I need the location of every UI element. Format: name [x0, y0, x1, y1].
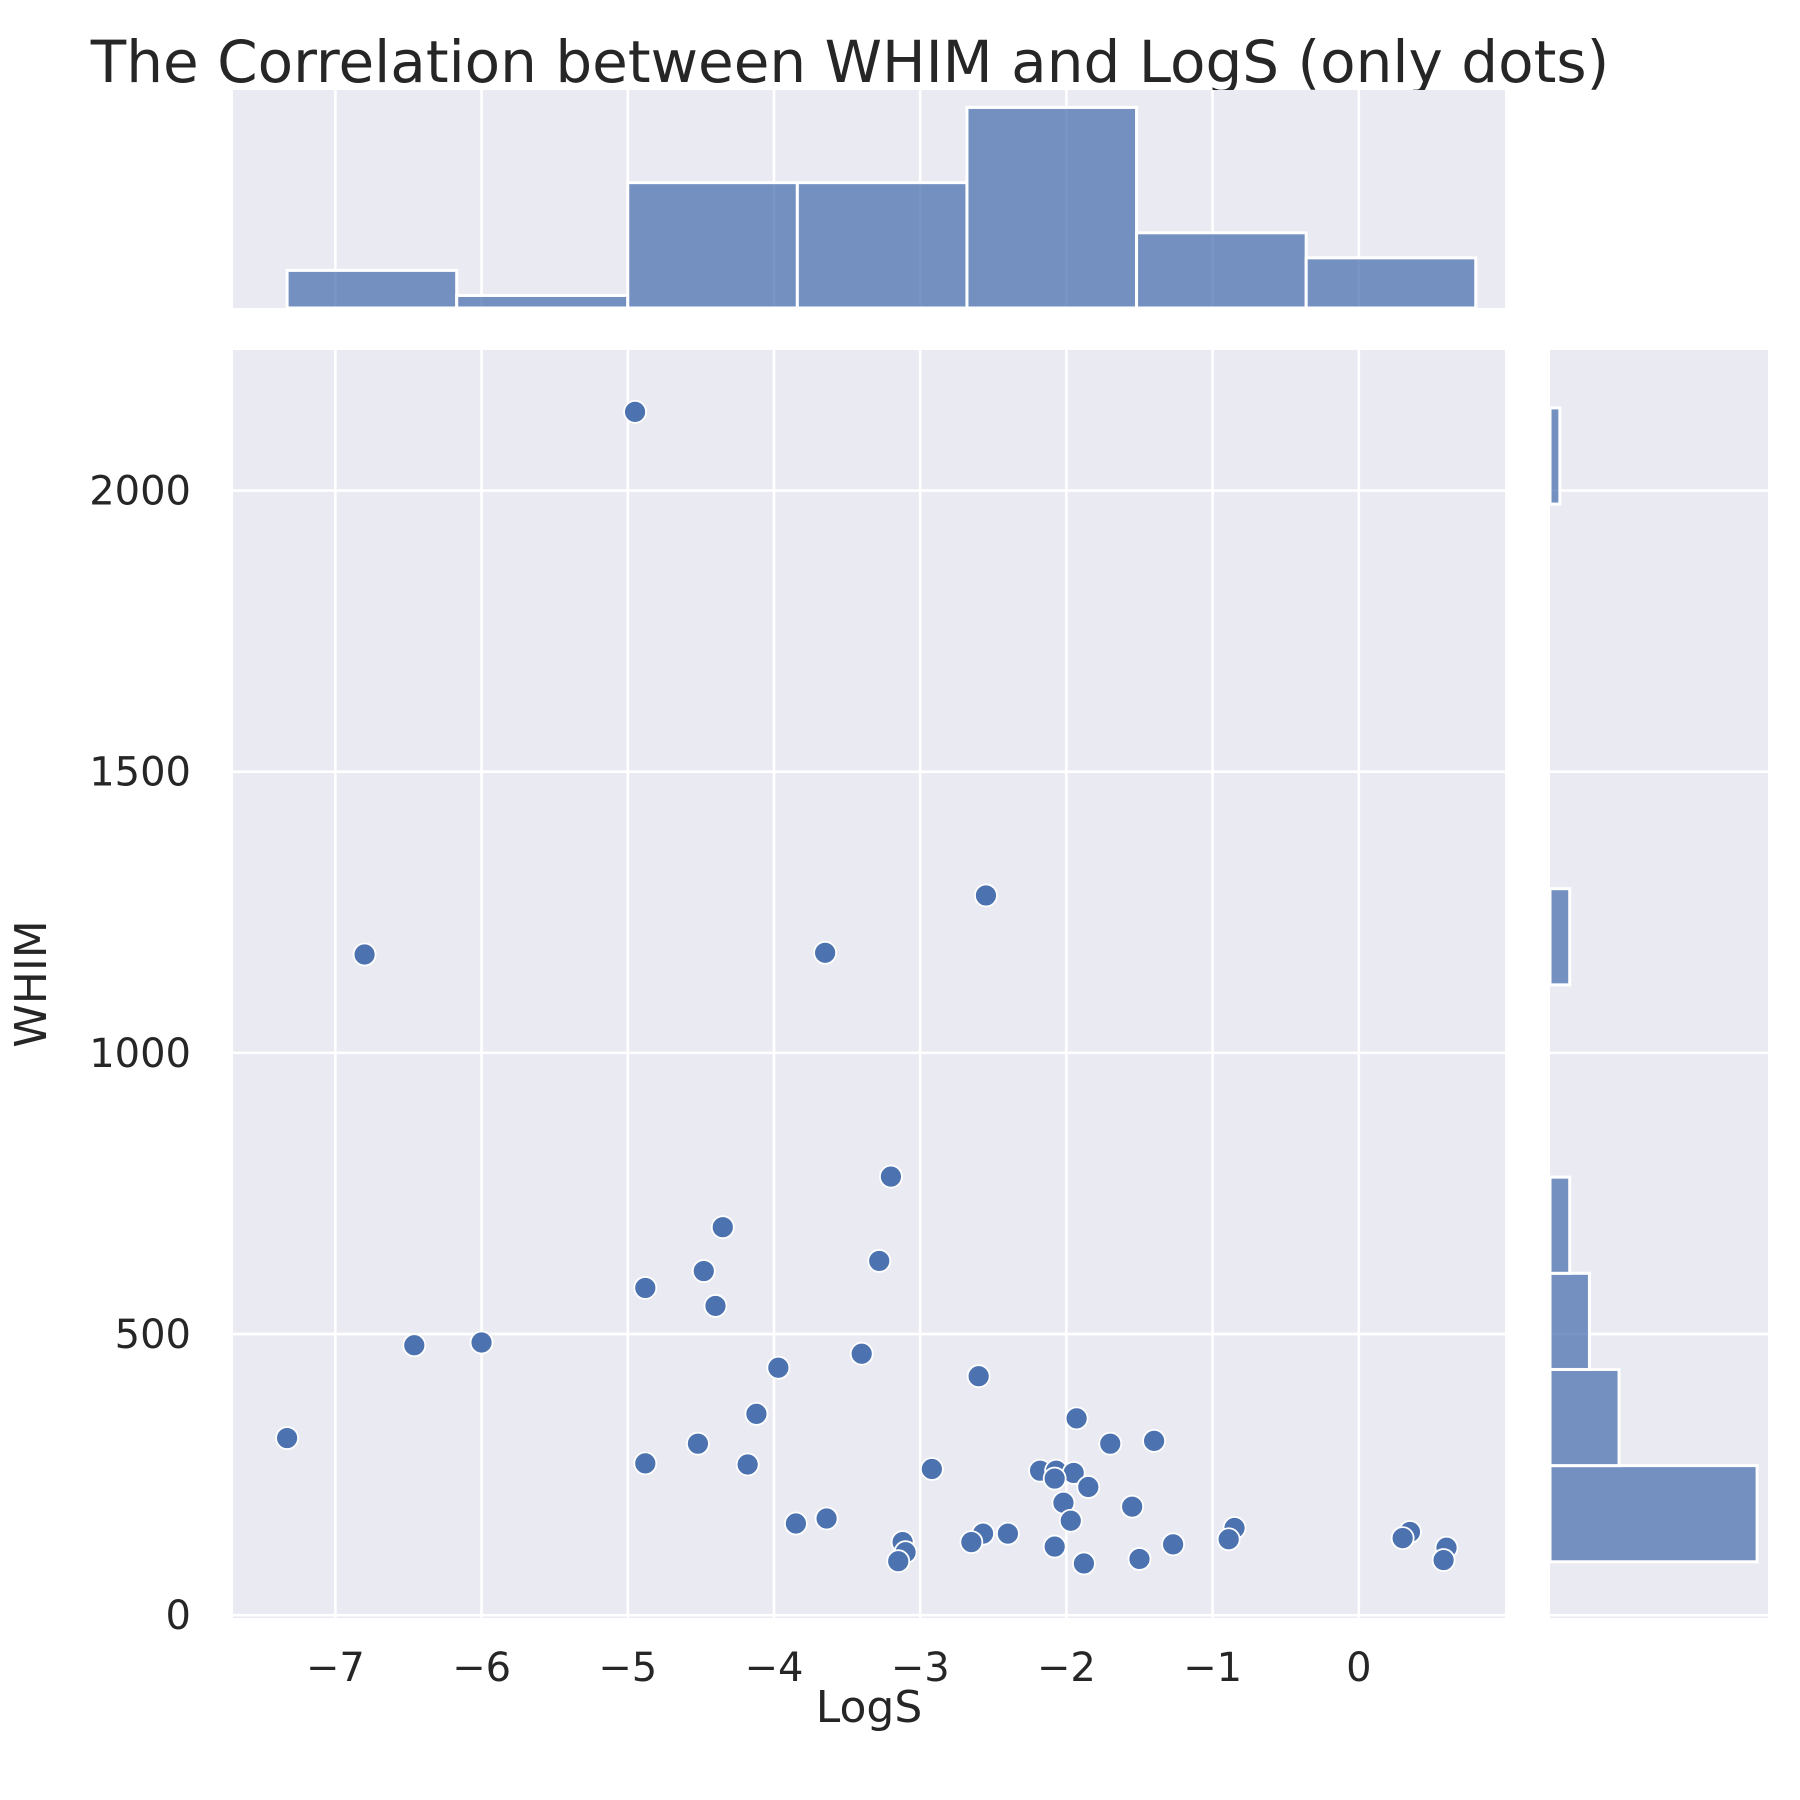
- right-histogram-bar: [1548, 887, 1572, 987]
- scatter-point: [1216, 1527, 1241, 1552]
- scatter-point: [886, 1549, 911, 1574]
- top-histogram-bar: [1135, 231, 1308, 310]
- chart-title: The Correlation between WHIM and LogS (o…: [90, 28, 1609, 96]
- x-tick-label: −5: [598, 1645, 657, 1691]
- scatter-point: [1390, 1526, 1415, 1551]
- y-tick-label: 500: [115, 1312, 191, 1358]
- scatter-point: [744, 1401, 769, 1426]
- top-histogram-bar: [1304, 256, 1478, 310]
- scatter-point: [813, 940, 838, 965]
- right-histogram-bar: [1548, 406, 1562, 506]
- scatter-point: [1042, 1466, 1067, 1491]
- right-histogram-bar: [1548, 1464, 1759, 1564]
- top-histogram-bar: [626, 181, 799, 310]
- x-axis-ticks: −7 −6 −5 −4 −3 −2 −1 0: [306, 1645, 1372, 1691]
- scatter-point: [959, 1530, 984, 1554]
- x-tick-label: −7: [306, 1645, 365, 1691]
- x-tick-label: −3: [891, 1645, 950, 1691]
- x-tick-label: −1: [1183, 1645, 1242, 1691]
- scatter-point: [735, 1452, 760, 1477]
- scatter-point: [1064, 1406, 1089, 1431]
- scatter-point: [966, 1364, 991, 1389]
- scatter-point: [974, 883, 998, 908]
- scatter-point: [1058, 1508, 1083, 1533]
- scatter-grid: [233, 350, 1505, 1618]
- y-tick-label: 1000: [89, 1031, 191, 1077]
- scatter-points: [275, 399, 1459, 1576]
- scatter-point: [814, 1506, 839, 1531]
- top-histogram-bar: [795, 181, 969, 310]
- scatter-point: [783, 1511, 808, 1536]
- right-histogram-bar: [1548, 1367, 1621, 1468]
- scatter-point: [686, 1431, 710, 1456]
- scatter-point: [1127, 1547, 1152, 1571]
- right-histogram-bar: [1548, 1271, 1591, 1371]
- scatter-point: [766, 1355, 791, 1380]
- top-histogram-bar: [965, 105, 1139, 310]
- scatter-point: [710, 1215, 735, 1240]
- x-tick-label: −4: [744, 1645, 803, 1691]
- scatter-panel: [233, 350, 1505, 1618]
- scatter-point: [1431, 1548, 1456, 1572]
- x-tick-label: −2: [1037, 1645, 1096, 1691]
- scatter-point: [1076, 1475, 1101, 1499]
- top-histogram-bars: [285, 105, 1478, 310]
- scatter-point: [469, 1330, 494, 1355]
- scatter-point: [633, 1451, 658, 1476]
- scatter-point: [995, 1521, 1020, 1546]
- scatter-point: [691, 1259, 716, 1283]
- top-histogram-bar: [455, 293, 630, 310]
- scatter-point: [402, 1333, 427, 1358]
- scatter-point: [1161, 1532, 1186, 1557]
- right-histogram-bars: [1548, 406, 1759, 1564]
- scatter-point: [1098, 1431, 1123, 1456]
- x-axis-label: LogS: [816, 1682, 923, 1733]
- scatter-point: [1072, 1551, 1096, 1576]
- scatter-point: [1120, 1494, 1145, 1519]
- scatter-point: [623, 399, 647, 424]
- scatter-point: [919, 1457, 944, 1481]
- x-tick-label: 0: [1346, 1645, 1371, 1691]
- y-tick-label: 2000: [89, 469, 191, 515]
- y-tick-label: 1500: [89, 750, 191, 796]
- scatter-point: [1142, 1428, 1167, 1453]
- scatter-point: [879, 1164, 903, 1189]
- scatter-point: [703, 1294, 728, 1318]
- scatter-point: [849, 1341, 874, 1366]
- scatter-point: [1042, 1534, 1067, 1559]
- right-histogram-bar: [1548, 1175, 1572, 1275]
- y-axis-label: WHIM: [6, 920, 57, 1048]
- x-tick-label: −6: [452, 1645, 511, 1691]
- top-histogram-bar: [285, 268, 459, 310]
- scatter-point: [633, 1276, 658, 1300]
- y-axis-ticks: 0 500 1000 1500 2000: [89, 469, 191, 1640]
- scatter-point: [352, 942, 377, 967]
- scatter-point: [275, 1426, 299, 1450]
- scatter-point: [867, 1249, 892, 1273]
- y-tick-label: 0: [166, 1593, 191, 1639]
